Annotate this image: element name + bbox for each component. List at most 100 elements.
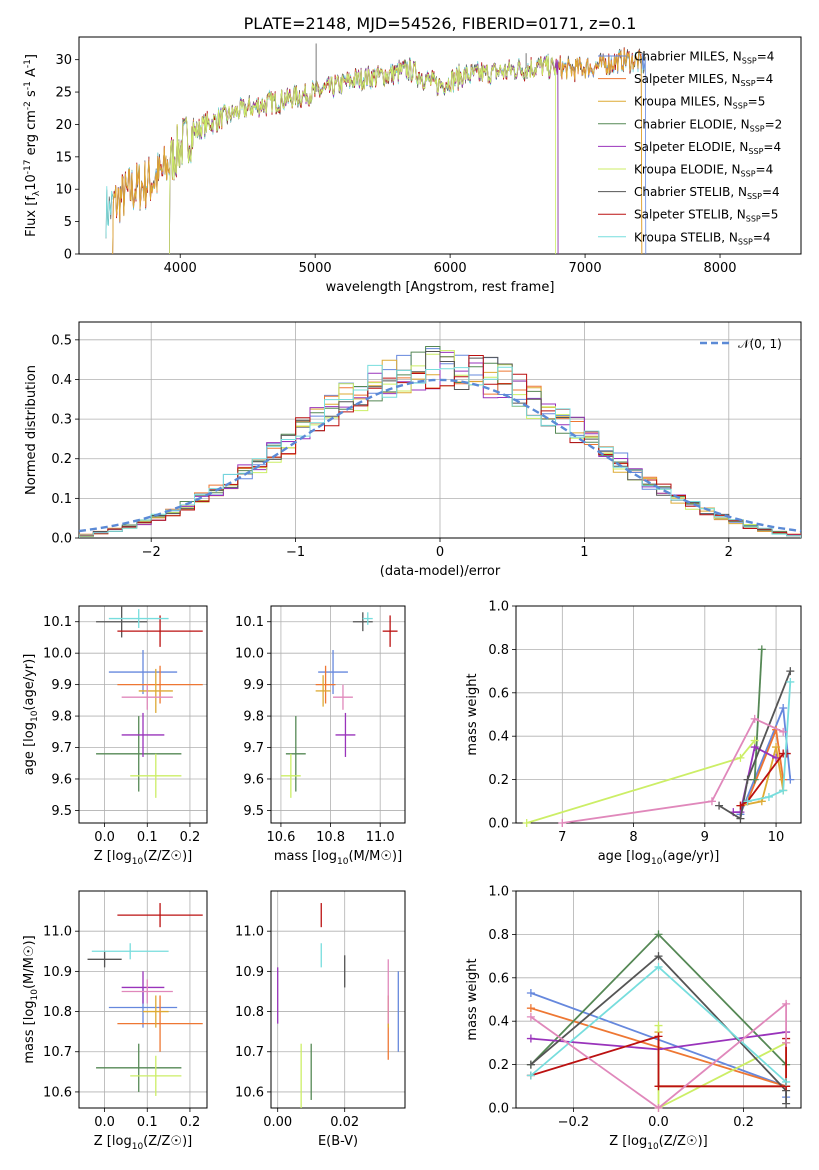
legend-text: Salpeter MILES, N	[634, 72, 741, 86]
y-tick-label: 5	[64, 215, 72, 230]
y-tick-label: 30	[55, 53, 72, 68]
x-axis-label: mass [log10(M/M☉)]	[274, 849, 402, 867]
label-part: log	[112, 1134, 132, 1149]
y-tick-label: 9.6	[243, 772, 264, 787]
y-tick-label: 9.9	[243, 678, 264, 693]
label-part: log	[22, 1000, 37, 1020]
label-part: (age/yr)]	[22, 654, 37, 711]
label-part: (Z/Z☉)]	[143, 849, 192, 864]
x-tick-label: 0	[436, 545, 444, 560]
legend-text: Salpeter ELODIE, N	[634, 140, 748, 154]
y-tick-label: 10.7	[235, 1045, 264, 1060]
y-tick-label: 10.8	[235, 1005, 264, 1020]
y-tick-label: 10.7	[43, 1045, 72, 1060]
y-tick-label: 0.2	[488, 1058, 509, 1073]
weight-marker	[743, 775, 752, 784]
y-tick-label: 0.3	[51, 413, 72, 428]
label-part: 10	[132, 857, 144, 867]
x-tick-label: 0.2	[180, 830, 201, 845]
legend-text: Salpeter STELIB, N	[634, 208, 746, 222]
weight-marker	[736, 814, 745, 823]
y-tick-label: 0.1	[51, 492, 72, 507]
legend-subscript: SSP	[741, 79, 756, 88]
label-part: (M/M☉)]	[348, 849, 402, 864]
y-tick-label: 0.6	[488, 686, 509, 701]
y-axis-label: age [log10(age/yr)]	[22, 654, 40, 776]
x-tick-label: 0.1	[137, 830, 158, 845]
label-part: age [	[22, 742, 37, 775]
y-tick-label: 0.4	[488, 1015, 509, 1030]
weight-marker	[654, 962, 663, 971]
weight-marker	[526, 1034, 535, 1043]
weight-marker	[526, 1012, 535, 1021]
legend-entry: Kroupa STELIB, NSSP=4	[634, 230, 771, 246]
y-tick-label: 9.7	[51, 741, 72, 756]
x-tick-label: 6000	[434, 261, 467, 276]
x-tick-label: 5000	[299, 261, 332, 276]
label-part: ]	[24, 54, 39, 59]
x-tick-label: 0.2	[733, 1115, 754, 1130]
label-part: log	[627, 1134, 647, 1149]
label-part: mass [	[274, 849, 317, 864]
y-tick-label: 20	[55, 118, 72, 133]
normal-curve	[78, 378, 802, 533]
x-axis-label: Z [log10(Z/Z☉)]	[94, 1134, 192, 1152]
label-part: 10	[651, 857, 663, 867]
x-tick-label: 0.0	[94, 1115, 115, 1130]
label-part: Z [	[609, 1134, 627, 1149]
label-part: age [	[598, 849, 631, 864]
legend-subscript: SSP	[742, 57, 757, 66]
legend-entry: Salpeter ELODIE, NSSP=4	[634, 140, 781, 156]
weight-marker	[750, 775, 759, 784]
x-tick-label: 8	[629, 830, 637, 845]
weight-marker	[786, 677, 795, 686]
spectrum-line	[112, 49, 647, 254]
label-part: A	[24, 68, 39, 81]
label-part: mass weight	[465, 958, 480, 1040]
label-part: log	[631, 849, 651, 864]
weight-line	[526, 739, 756, 823]
y-tick-label: 9.9	[51, 678, 72, 693]
y-axis-label: mass weight	[465, 673, 480, 755]
label-part: log	[112, 849, 132, 864]
plot-layer: 4000 5000 6000 7000 8000051015202530waveleng…	[22, 36, 802, 1152]
label-part: mass weight	[465, 673, 480, 755]
residuals-axes: −2 −1 0 1 2 0.0 0.1 0.2 0.3 0.4 0.5 (data-model)/er…	[24, 321, 802, 579]
spectrum-line	[112, 48, 643, 254]
x-tick-label: 10	[768, 830, 785, 845]
y-tick-label: 0.8	[488, 928, 509, 943]
x-axis-label: age [log10(age/yr)]	[598, 849, 720, 867]
x-tick-label: 0.1	[137, 1115, 158, 1130]
weight-marker	[750, 714, 759, 723]
weight-marker	[782, 1038, 791, 1047]
age_vs_Z-frame	[78, 605, 208, 824]
spectrum-line	[105, 47, 646, 238]
y-tick-label: 9.6	[51, 772, 72, 787]
age_vs_mass-frame	[270, 605, 406, 824]
label-part: (M/M☉)]	[22, 935, 37, 989]
y-tick-label: 1.0	[488, 885, 509, 900]
mass_vs_ebv-frame	[270, 890, 406, 1109]
weight-line	[747, 681, 792, 803]
y-tick-label: 10.8	[43, 1005, 72, 1020]
legend-text: Chabrier STELIB, N	[634, 185, 747, 199]
y-tick-label: 10	[55, 183, 72, 198]
legend-entry: Kroupa MILES, NSSP=5	[634, 95, 765, 111]
weight_vs_Z-axes: −0.2 0.0 0.2 0.0 0.2 0.4 0.6 0.8 1.0 Z [log10(Z/Z…	[465, 885, 802, 1152]
x-tick-label: −1	[286, 545, 305, 560]
y-tick-label: 10.9	[43, 965, 72, 980]
y-tick-label: 0.8	[488, 643, 509, 658]
y-tick-label: 0.2	[51, 452, 72, 467]
weight-marker	[654, 1021, 663, 1030]
x-tick-label: 0.2	[180, 1115, 201, 1130]
label-part: erg cm	[24, 110, 39, 159]
label-part: wavelength [Angstrom, rest frame]	[326, 280, 555, 295]
spectrum-line	[112, 50, 643, 254]
legend-text: =4	[757, 50, 775, 64]
age_vs_mass-axes: 10.6 10.8 11.0 9.5 9.6 9.7 9.8 9.9 10.0 10.1 mass …	[235, 605, 406, 867]
y-tick-label: 0.0	[51, 532, 72, 547]
label-part: Z [	[94, 1134, 112, 1149]
weight-line	[530, 1001, 787, 1108]
label-part: 10	[337, 857, 349, 867]
weight-marker	[782, 999, 791, 1008]
